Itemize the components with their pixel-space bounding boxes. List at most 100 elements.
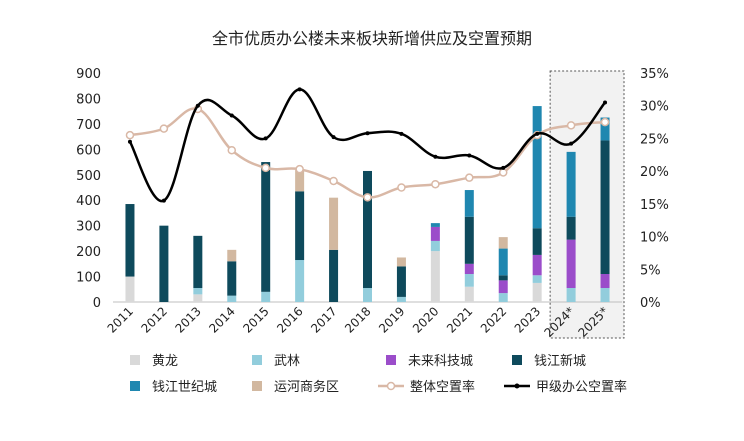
- y-left-tick-label: 600: [76, 143, 101, 158]
- point-整体空置率-2014: [227, 145, 237, 155]
- bar-2023-未来科技城: [532, 254, 542, 276]
- point-整体空置率-2020: [431, 179, 440, 189]
- bar-2019-武林: [396, 296, 406, 302]
- bar-2023-武林: [532, 275, 542, 283]
- point-甲级办公空置率-2016: [297, 87, 302, 92]
- bar-2016-武林: [295, 260, 305, 302]
- point-整体空置率-2011: [125, 130, 135, 140]
- legend-swatch-武林: [252, 355, 262, 365]
- point-甲级办公空置率-2024*: [569, 141, 574, 146]
- bar-2021-钱江新城: [464, 216, 474, 264]
- legend-marker-整体空置率: [386, 381, 396, 391]
- bar-2023-钱江世纪城: [532, 106, 542, 229]
- bar-2012-钱江新城: [159, 225, 169, 302]
- bar-2018-钱江新城: [363, 170, 372, 289]
- y-right-tick-label: 25%: [640, 132, 669, 147]
- bar-2016-运河商务区: [295, 169, 305, 192]
- point-甲级办公空置率-2019: [399, 131, 404, 136]
- chart-title: 全市优质办公楼未来板块新增供应及空置预期: [212, 29, 532, 48]
- bar-2020-武林: [430, 240, 440, 252]
- point-整体空置率-2018: [363, 193, 372, 202]
- bar-2022-钱江世纪城: [498, 248, 508, 276]
- bar-2022-钱江新城: [498, 275, 508, 281]
- point-甲级办公空置率-2017: [331, 135, 336, 140]
- bar-2022-运河商务区: [498, 237, 508, 249]
- bar-2020-黄龙: [430, 251, 440, 302]
- bar-2018-武林: [363, 288, 372, 302]
- legend-swatch-黄龙: [130, 355, 140, 365]
- y-left-tick-label: 100: [76, 271, 101, 286]
- point-甲级办公空置率-2012: [161, 198, 166, 203]
- legend-marker-甲级办公空置率: [514, 383, 520, 389]
- forecast-shading: [549, 70, 625, 339]
- bar-2014-钱江新城: [227, 261, 237, 296]
- legend-label: 钱江世纪城: [152, 380, 217, 395]
- bar-2016-钱江新城: [295, 191, 305, 261]
- bar-2023-钱江新城: [532, 228, 542, 255]
- point-整体空置率-2017: [329, 176, 338, 186]
- point-甲级办公空置率-2020: [433, 154, 438, 159]
- bar-2025*-钱江新城: [600, 140, 610, 275]
- point-甲级办公空置率-2011: [127, 139, 132, 144]
- point-整体空置率-2015: [261, 163, 270, 173]
- bar-2017-运河商务区: [329, 197, 339, 250]
- point-甲级办公空置率-2021: [467, 153, 472, 158]
- point-甲级办公空置率-2025*: [603, 100, 608, 105]
- y-left-tick-label: 0: [93, 296, 101, 311]
- bar-2011-钱江新城: [125, 204, 135, 277]
- bar-2020-钱江世纪城: [430, 223, 440, 227]
- bar-2021-钱江世纪城: [464, 190, 474, 217]
- bar-2014-运河商务区: [227, 249, 237, 262]
- y-left-tick-label: 300: [76, 220, 101, 235]
- legend-swatch-未来科技城: [386, 355, 396, 365]
- bar-2021-黄龙: [464, 286, 474, 302]
- bar-2017-钱江新城: [329, 249, 339, 302]
- y-right-tick-label: 0%: [640, 296, 661, 311]
- bars: [125, 106, 610, 302]
- y-right-tick-label: 10%: [640, 231, 669, 246]
- bar-2022-未来科技城: [498, 280, 508, 294]
- point-甲级办公空置率-2014: [229, 113, 234, 118]
- bar-2019-钱江新城: [396, 266, 406, 297]
- point-整体空置率-2025*: [600, 117, 610, 127]
- legend-label: 武林: [274, 354, 300, 369]
- bar-2025*-钱江世纪城: [600, 117, 610, 141]
- bar-2024*-钱江新城: [566, 216, 576, 240]
- y-right-tick-label: 20%: [640, 165, 669, 180]
- y-left-tick-label: 400: [76, 194, 101, 209]
- bar-2025*-未来科技城: [600, 274, 610, 289]
- y-right-tick-label: 35%: [640, 67, 669, 82]
- y-left-tick-label: 900: [76, 67, 101, 82]
- lines: [125, 87, 610, 203]
- forecast-box: [549, 70, 625, 339]
- point-甲级办公空置率-2013: [195, 103, 200, 108]
- y-left-tick-label: 500: [76, 169, 101, 184]
- bar-2021-武林: [464, 274, 474, 287]
- legend-label: 整体空置率: [410, 379, 475, 395]
- legend-swatch-钱江新城: [512, 355, 522, 365]
- bar-2013-武林: [193, 288, 203, 295]
- bar-2011-黄龙: [125, 276, 135, 302]
- bar-2015-武林: [261, 291, 271, 302]
- legend-swatch-钱江世纪城: [130, 381, 140, 391]
- legend-label: 甲级办公空置率: [536, 379, 627, 395]
- bar-2024*-未来科技城: [566, 239, 576, 289]
- point-甲级办公空置率-2023: [535, 131, 540, 136]
- y-right-tick-label: 5%: [640, 263, 661, 278]
- bar-2024*-钱江世纪城: [566, 151, 576, 217]
- point-甲级办公空置率-2015: [263, 136, 268, 141]
- bar-2021-未来科技城: [464, 263, 474, 275]
- bar-2013-钱江新城: [193, 235, 203, 289]
- legend-swatch-运河商务区: [252, 381, 262, 391]
- bar-2015-钱江新城: [261, 162, 271, 292]
- point-整体空置率-2012: [159, 124, 169, 133]
- legend-label: 黄龙: [152, 354, 178, 369]
- bar-2025*-武林: [600, 288, 610, 302]
- point-整体空置率-2019: [397, 183, 406, 192]
- point-甲级办公空置率-2022: [501, 165, 506, 170]
- bar-2013-黄龙: [193, 294, 203, 302]
- y-left-tick-label: 200: [76, 245, 101, 260]
